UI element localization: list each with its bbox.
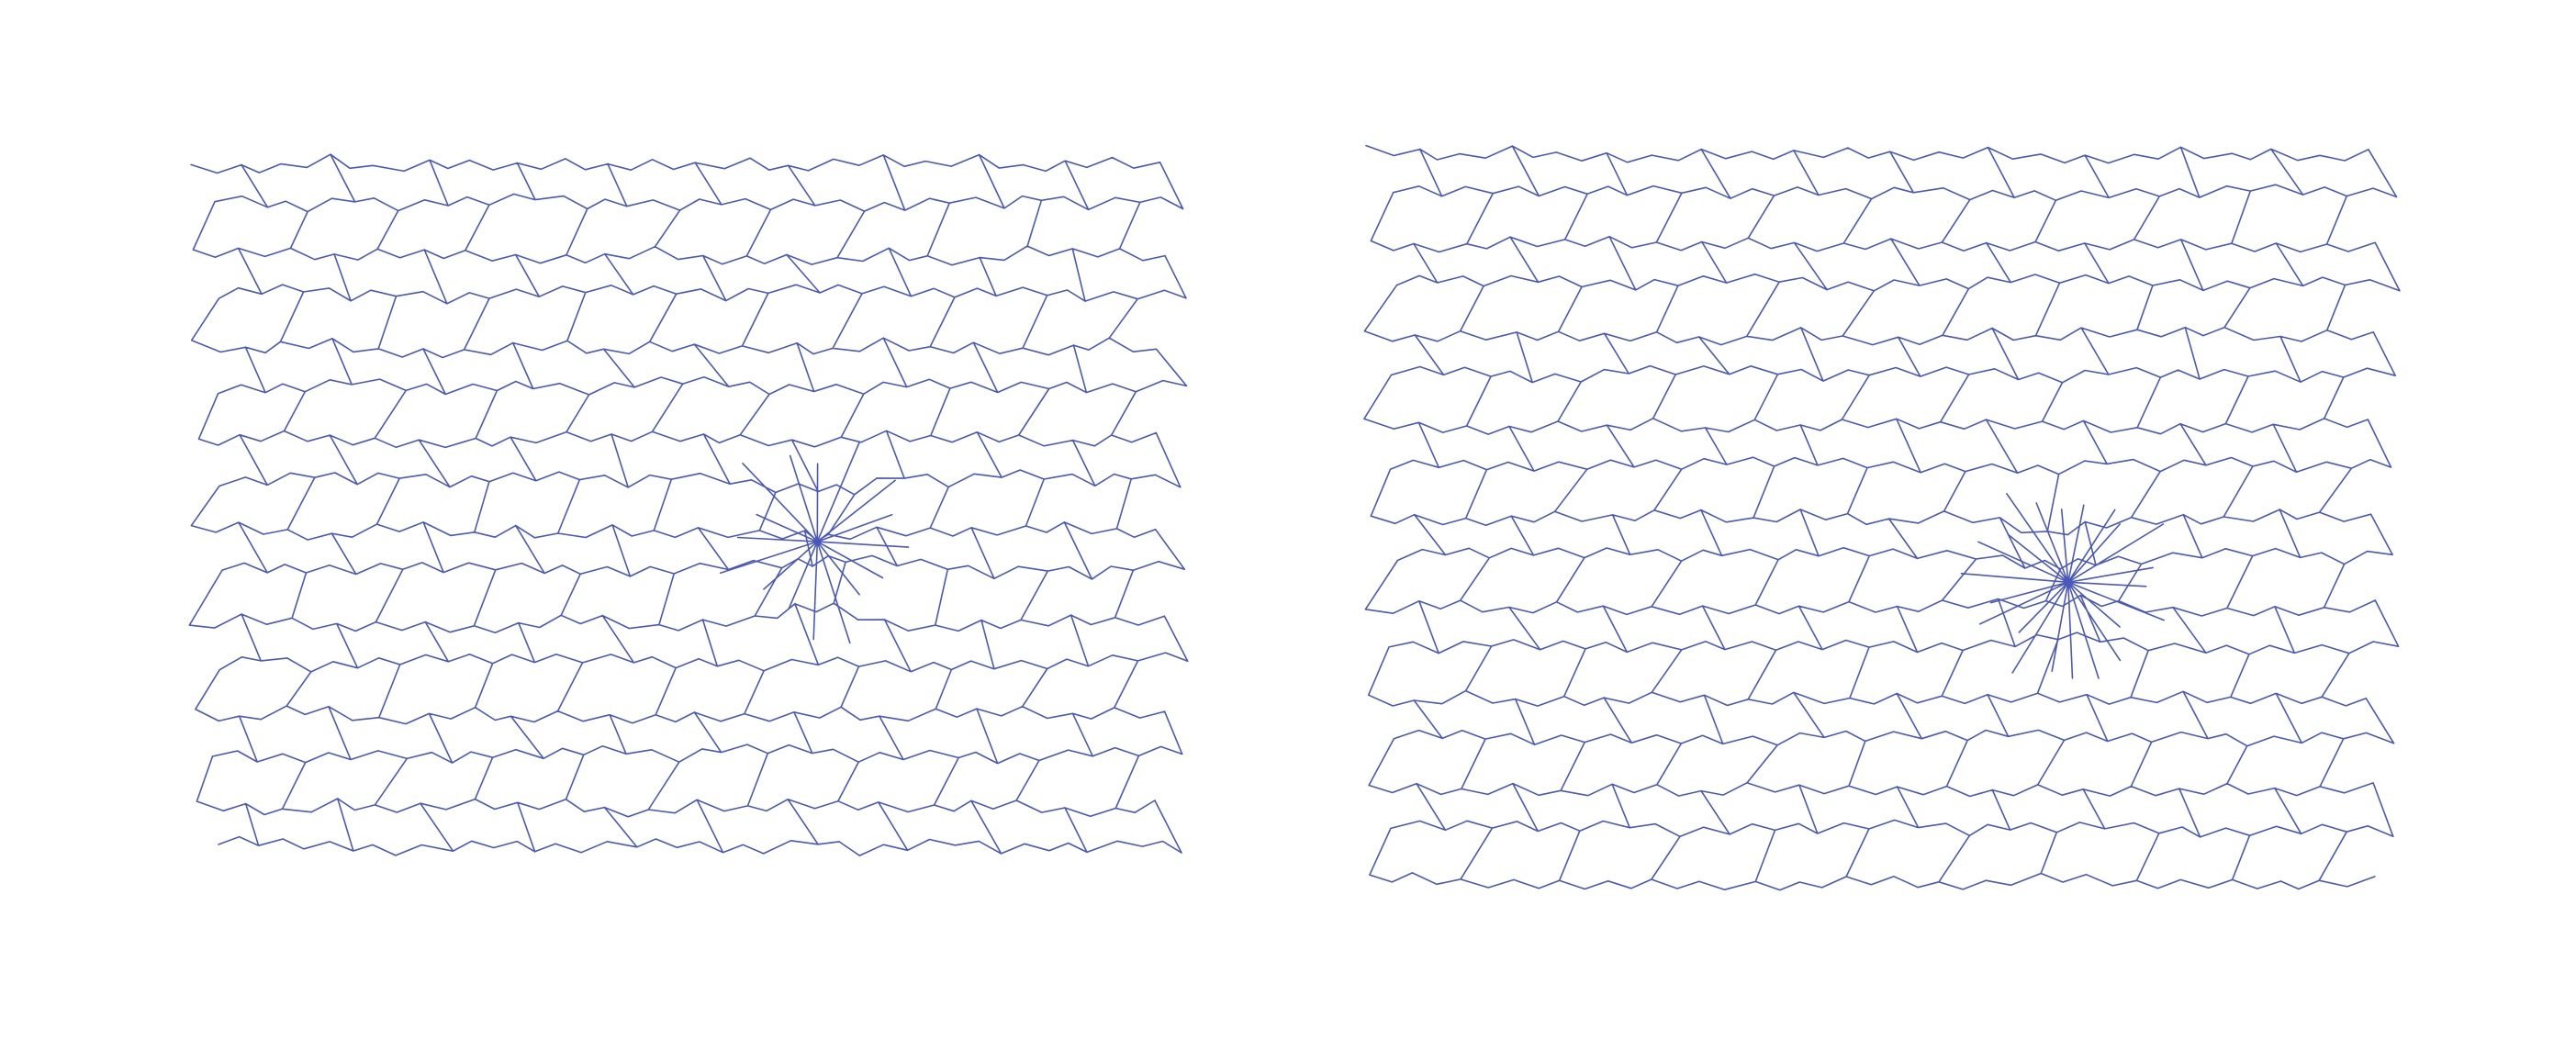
mesh-edges bbox=[1363, 144, 2401, 891]
mesh-edges bbox=[188, 153, 1189, 856]
left-mesh-panel bbox=[188, 153, 1189, 856]
radial-fan-spokes bbox=[1960, 493, 2165, 679]
radial-fan-spokes bbox=[719, 442, 910, 644]
right-mesh-panel bbox=[1363, 144, 2401, 891]
